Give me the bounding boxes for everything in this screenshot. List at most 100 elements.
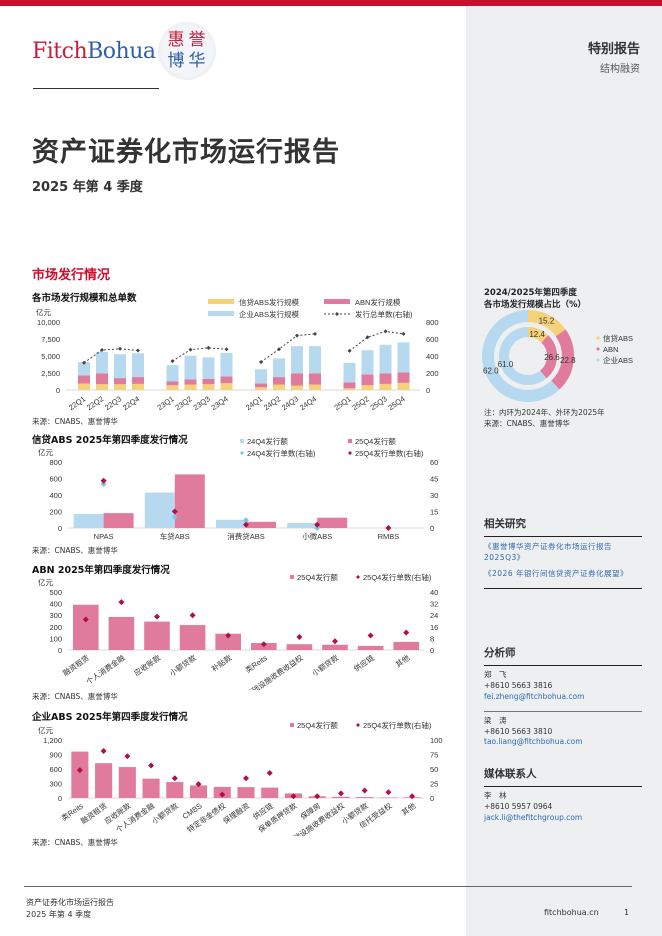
- svg-text:25Q1: 25Q1: [332, 394, 352, 412]
- fitchbohua-logo: FitchBohua 惠 誉 博 华: [32, 22, 216, 80]
- footer-divider: [24, 886, 632, 887]
- svg-text:1,200: 1,200: [43, 736, 62, 745]
- svg-text:25Q4发行额: 25Q4发行额: [297, 720, 338, 730]
- chart-source: 来源：CNABS、惠誉博华: [32, 417, 118, 426]
- svg-text:7,500: 7,500: [41, 335, 60, 344]
- report-type: 特别报告 结构融资: [588, 38, 640, 75]
- analyst-name: 梁 涛: [484, 715, 507, 725]
- analyst-email[interactable]: fei.zheng@fitchbohua.com: [484, 691, 585, 701]
- svg-text:15.2: 15.2: [539, 316, 555, 325]
- chart-corporate-abs: 企业ABS 2025年第四季度发行情况: [32, 709, 188, 723]
- svg-text:60: 60: [430, 458, 438, 467]
- svg-text:小额贷款: 小额贷款: [310, 652, 341, 678]
- contact-divider: [484, 710, 642, 712]
- analyst-contact: 梁 涛 +8610 5663 3810 tao.liang@fitchbohua…: [484, 716, 642, 749]
- svg-text:45: 45: [430, 475, 438, 484]
- svg-text:25Q4发行额: 25Q4发行额: [355, 436, 396, 446]
- svg-text:30: 30: [430, 491, 438, 500]
- svg-text:24Q4: 24Q4: [298, 394, 318, 412]
- svg-text:其他: 其他: [399, 800, 417, 817]
- analyst-phone: +8610 5663 3810: [484, 726, 553, 736]
- svg-text:融资租赁: 融资租赁: [61, 652, 92, 678]
- svg-text:22Q4: 22Q4: [121, 394, 141, 412]
- chart-title: ABN 2025年第四季度发行情况: [32, 565, 170, 576]
- svg-text:亿元: 亿元: [38, 725, 53, 735]
- seal-char: 惠: [167, 30, 185, 50]
- footer-line1: 资产证券化市场运行报告: [26, 898, 114, 907]
- related-link-1[interactable]: 《惠誉博华资产证券化市场运行报告2025Q3》: [484, 542, 612, 562]
- donut-note-text: 注：内环为2024年、外环为2025年: [484, 408, 605, 417]
- media-email[interactable]: jack.li@thefitchgroup.com: [484, 812, 583, 822]
- svg-text:25: 25: [430, 780, 438, 789]
- media-phone: +8610 5957 0964: [484, 801, 553, 811]
- related-divider: [484, 587, 642, 589]
- svg-text:22.8: 22.8: [560, 356, 576, 365]
- logo-fitch-text: Fitch: [32, 38, 88, 64]
- donut-title-line1: 2024/2025年第四季度: [484, 288, 577, 298]
- svg-text:亿元: 亿元: [38, 577, 53, 587]
- footer-site-link[interactable]: fitchbohua.cn: [544, 908, 599, 917]
- top-brand-bar: [0, 0, 662, 6]
- media-contact-section: 媒体联系人 李 林 +8610 5957 0964 jack.li@thefit…: [484, 766, 642, 824]
- svg-text:23Q4: 23Q4: [209, 394, 229, 412]
- svg-text:22Q1: 22Q1: [67, 394, 87, 412]
- analyst-email[interactable]: tao.liang@fitchbohua.com: [484, 737, 583, 747]
- svg-text:24Q3: 24Q3: [280, 394, 300, 412]
- svg-text:400: 400: [49, 600, 62, 609]
- analyst-name: 郑 飞: [484, 670, 507, 679]
- svg-text:26.6: 26.6: [544, 353, 560, 362]
- svg-text:61.0: 61.0: [498, 360, 514, 369]
- svg-text:5,000: 5,000: [41, 352, 60, 361]
- media-name: 李 林: [484, 791, 507, 800]
- chart-market-issuance: 各市场发行规模和总单数: [32, 290, 137, 304]
- svg-text:25Q4发行单数(右轴): 25Q4发行单数(右轴): [363, 720, 432, 730]
- svg-text:应收账款: 应收账款: [132, 652, 163, 678]
- svg-text:供应链: 供应链: [352, 652, 377, 673]
- svg-text:25Q4: 25Q4: [386, 394, 406, 412]
- svg-text:300: 300: [49, 611, 62, 620]
- analysts-section: 分析师 郑 飞 +8610 5663 3816 fei.zheng@fitchb…: [484, 645, 642, 748]
- seal-char: 博: [167, 51, 185, 71]
- svg-text:补贴款: 补贴款: [209, 652, 234, 673]
- related-link-2[interactable]: 《2026 年银行间信贷资产证券化展望》: [484, 568, 628, 578]
- svg-text:保理融资: 保理融资: [221, 800, 252, 826]
- svg-text:23Q1: 23Q1: [155, 394, 175, 412]
- svg-text:小微ABS: 小微ABS: [302, 531, 332, 541]
- sidebar-background: [466, 6, 662, 936]
- svg-text:信贷ABS发行规模: 信贷ABS发行规模: [239, 297, 300, 307]
- svg-text:信贷ABS: 信贷ABS: [603, 333, 633, 343]
- page-subtitle: 2025 年第 4 季度: [32, 180, 143, 195]
- analyst-contact: 郑 飞 +8610 5663 3816 fei.zheng@fitchbohua…: [484, 670, 642, 703]
- svg-text:NPAS: NPAS: [94, 532, 114, 541]
- svg-text:消费贷ABS: 消费贷ABS: [227, 531, 265, 541]
- svg-text:25Q4发行单数(右轴): 25Q4发行单数(右轴): [363, 572, 432, 582]
- svg-text:25Q2: 25Q2: [350, 394, 370, 412]
- svg-text:50: 50: [430, 765, 438, 774]
- page-title: 资产证券化市场运行报告: [32, 137, 340, 168]
- chart-title: 企业ABS 2025年第四季度发行情况: [32, 712, 188, 723]
- svg-text:15: 15: [430, 508, 438, 517]
- svg-text:发行总单数(右轴): 发行总单数(右轴): [355, 309, 413, 319]
- page-number: 1: [624, 908, 630, 917]
- analysts-heading: 分析师: [484, 645, 642, 666]
- svg-text:12.4: 12.4: [529, 330, 545, 339]
- chart-corporate-abs-plot: 亿元1,200 900 600 300 0 100 75 50 25 0 25Q4发行额 25Q4发行…: [38, 720, 443, 836]
- seal-char: 誉: [188, 30, 206, 50]
- chart-credit-abs: 信贷ABS 2025年第四季度发行情况: [32, 432, 188, 446]
- svg-text:24Q4发行额: 24Q4发行额: [247, 436, 288, 446]
- media-heading: 媒体联系人: [484, 766, 642, 787]
- svg-text:300: 300: [49, 780, 62, 789]
- svg-text:100: 100: [49, 634, 62, 643]
- svg-text:75: 75: [430, 751, 438, 760]
- svg-text:亿元: 亿元: [38, 447, 53, 457]
- svg-text:0: 0: [58, 524, 62, 533]
- report-category-label: 结构融资: [600, 64, 640, 75]
- donut-note: 注：内环为2024年、外环为2025年 来源：CNABS、惠誉博华: [484, 408, 605, 429]
- svg-text:800: 800: [426, 318, 439, 327]
- svg-text:亿元: 亿元: [36, 307, 51, 317]
- svg-text:企业ABS发行规模: 企业ABS发行规模: [239, 309, 300, 319]
- svg-text:200: 200: [49, 623, 62, 632]
- svg-text:0: 0: [56, 386, 60, 395]
